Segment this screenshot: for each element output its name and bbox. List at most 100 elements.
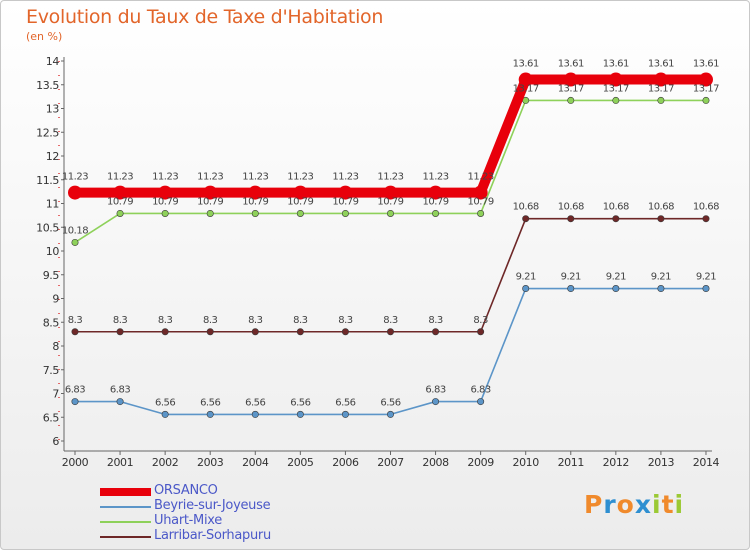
data-point-orsanco xyxy=(158,185,173,200)
data-label-larribar-sorhapuru: 8.3 xyxy=(428,315,443,326)
y-tick-label: 9 xyxy=(52,293,59,306)
data-point-beyrie-sur-joyeuse xyxy=(432,398,440,406)
legend-label: Beyrie-sur-Joyeuse xyxy=(154,498,271,513)
data-point-uhart-mixe xyxy=(386,209,394,217)
data-point-uhart-mixe xyxy=(251,209,259,217)
data-point-beyrie-sur-joyeuse xyxy=(386,410,394,418)
y-tick-label: 8 xyxy=(52,340,59,353)
data-label-orsanco: 13.61 xyxy=(558,59,584,70)
data-point-larribar-sorhapuru xyxy=(71,328,79,336)
data-point-larribar-sorhapuru xyxy=(161,328,169,336)
data-point-larribar-sorhapuru xyxy=(296,328,304,336)
data-point-orsanco xyxy=(338,185,353,200)
data-label-larribar-sorhapuru: 10.68 xyxy=(693,202,719,213)
logo-letter: x xyxy=(634,490,652,519)
data-point-beyrie-sur-joyeuse xyxy=(657,285,665,293)
x-tick-label: 2004 xyxy=(242,456,269,469)
data-point-beyrie-sur-joyeuse xyxy=(116,398,124,406)
data-point-uhart-mixe xyxy=(477,209,485,217)
data-label-orsanco: 11.23 xyxy=(468,172,494,183)
logo-letter: i xyxy=(652,490,662,519)
data-point-larribar-sorhapuru xyxy=(567,215,575,223)
data-label-beyrie-sur-joyeuse: 6.83 xyxy=(470,385,490,396)
data-label-orsanco: 11.23 xyxy=(62,172,88,183)
proxiti-logo: Proxiti xyxy=(584,490,684,519)
x-tick-label: 2014 xyxy=(693,456,720,469)
x-tick-label: 2002 xyxy=(152,456,178,469)
data-label-beyrie-sur-joyeuse: 6.56 xyxy=(200,397,220,408)
y-tick-label: 12.5 xyxy=(36,126,59,139)
data-label-beyrie-sur-joyeuse: 9.21 xyxy=(516,272,536,283)
data-label-beyrie-sur-joyeuse: 9.21 xyxy=(606,272,626,283)
data-point-larribar-sorhapuru xyxy=(657,215,665,223)
data-label-orsanco: 13.61 xyxy=(513,59,539,70)
data-point-beyrie-sur-joyeuse xyxy=(477,398,485,406)
data-point-orsanco xyxy=(383,185,398,200)
data-label-larribar-sorhapuru: 8.3 xyxy=(113,315,128,326)
data-label-larribar-sorhapuru: 8.3 xyxy=(248,315,263,326)
logo-letter: o xyxy=(616,490,635,519)
data-label-beyrie-sur-joyeuse: 6.83 xyxy=(425,385,445,396)
data-label-uhart-mixe: 13.17 xyxy=(513,83,539,94)
data-label-uhart-mixe: 10.18 xyxy=(62,225,88,236)
data-point-orsanco xyxy=(608,72,623,87)
data-label-beyrie-sur-joyeuse: 6.56 xyxy=(290,397,310,408)
data-label-larribar-sorhapuru: 10.68 xyxy=(603,202,629,213)
data-label-orsanco: 11.23 xyxy=(287,172,313,183)
data-point-orsanco xyxy=(653,72,668,87)
y-tick-label: 13 xyxy=(46,103,60,116)
data-label-larribar-sorhapuru: 8.3 xyxy=(383,315,398,326)
data-point-orsanco xyxy=(428,185,443,200)
data-label-uhart-mixe: 13.17 xyxy=(648,83,674,94)
data-point-beyrie-sur-joyeuse xyxy=(522,285,530,293)
data-label-beyrie-sur-joyeuse: 9.21 xyxy=(561,272,581,283)
data-point-uhart-mixe xyxy=(432,209,440,217)
data-label-orsanco: 11.23 xyxy=(422,172,448,183)
data-label-orsanco: 11.23 xyxy=(377,172,403,183)
data-point-uhart-mixe xyxy=(206,209,214,217)
data-label-larribar-sorhapuru: 10.68 xyxy=(648,202,674,213)
legend-swatch xyxy=(100,506,151,508)
data-label-orsanco: 11.23 xyxy=(152,172,178,183)
y-tick-label: 6 xyxy=(52,435,59,448)
data-label-uhart-mixe: 10.79 xyxy=(468,196,494,207)
data-label-uhart-mixe: 10.79 xyxy=(422,196,448,207)
y-tick-label: 8.5 xyxy=(43,316,60,329)
data-point-larribar-sorhapuru xyxy=(341,328,349,336)
data-point-larribar-sorhapuru xyxy=(251,328,259,336)
data-label-uhart-mixe: 10.79 xyxy=(152,196,178,207)
data-label-orsanco: 13.61 xyxy=(648,59,674,70)
series-line-beyrie-sur-joyeuse xyxy=(74,287,707,416)
data-label-larribar-sorhapuru: 10.68 xyxy=(513,202,539,213)
legend-swatch xyxy=(100,536,151,538)
data-label-orsanco: 11.23 xyxy=(242,172,268,183)
data-point-larribar-sorhapuru xyxy=(386,328,394,336)
data-point-beyrie-sur-joyeuse xyxy=(206,410,214,418)
logo-letter: r xyxy=(603,490,617,519)
data-label-orsanco: 11.23 xyxy=(197,172,223,183)
data-label-larribar-sorhapuru: 10.68 xyxy=(558,202,584,213)
x-tick-label: 2007 xyxy=(377,456,404,469)
data-point-uhart-mixe xyxy=(702,96,710,104)
x-tick-label: 2010 xyxy=(512,456,539,469)
chart-title: Evolution du Taux de Taxe d'Habitation xyxy=(26,6,384,28)
y-tick-label: 10.5 xyxy=(36,221,59,234)
x-tick-label: 2006 xyxy=(332,456,359,469)
data-point-uhart-mixe xyxy=(161,209,169,217)
data-point-larribar-sorhapuru xyxy=(116,328,124,336)
data-label-uhart-mixe: 10.79 xyxy=(197,196,223,207)
legend-label: Uhart-Mixe xyxy=(154,513,222,528)
x-tick-label: 2009 xyxy=(467,456,494,469)
legend-swatch xyxy=(100,488,151,496)
data-label-uhart-mixe: 10.79 xyxy=(332,196,358,207)
data-label-larribar-sorhapuru: 8.3 xyxy=(68,315,83,326)
data-label-uhart-mixe: 10.79 xyxy=(377,196,403,207)
data-point-uhart-mixe xyxy=(567,96,575,104)
data-label-beyrie-sur-joyeuse: 9.21 xyxy=(696,272,716,283)
data-label-beyrie-sur-joyeuse: 6.56 xyxy=(155,397,175,408)
data-point-orsanco xyxy=(563,72,578,87)
data-label-larribar-sorhapuru: 8.3 xyxy=(158,315,173,326)
data-point-uhart-mixe xyxy=(657,96,665,104)
data-label-beyrie-sur-joyeuse: 6.83 xyxy=(65,385,85,396)
